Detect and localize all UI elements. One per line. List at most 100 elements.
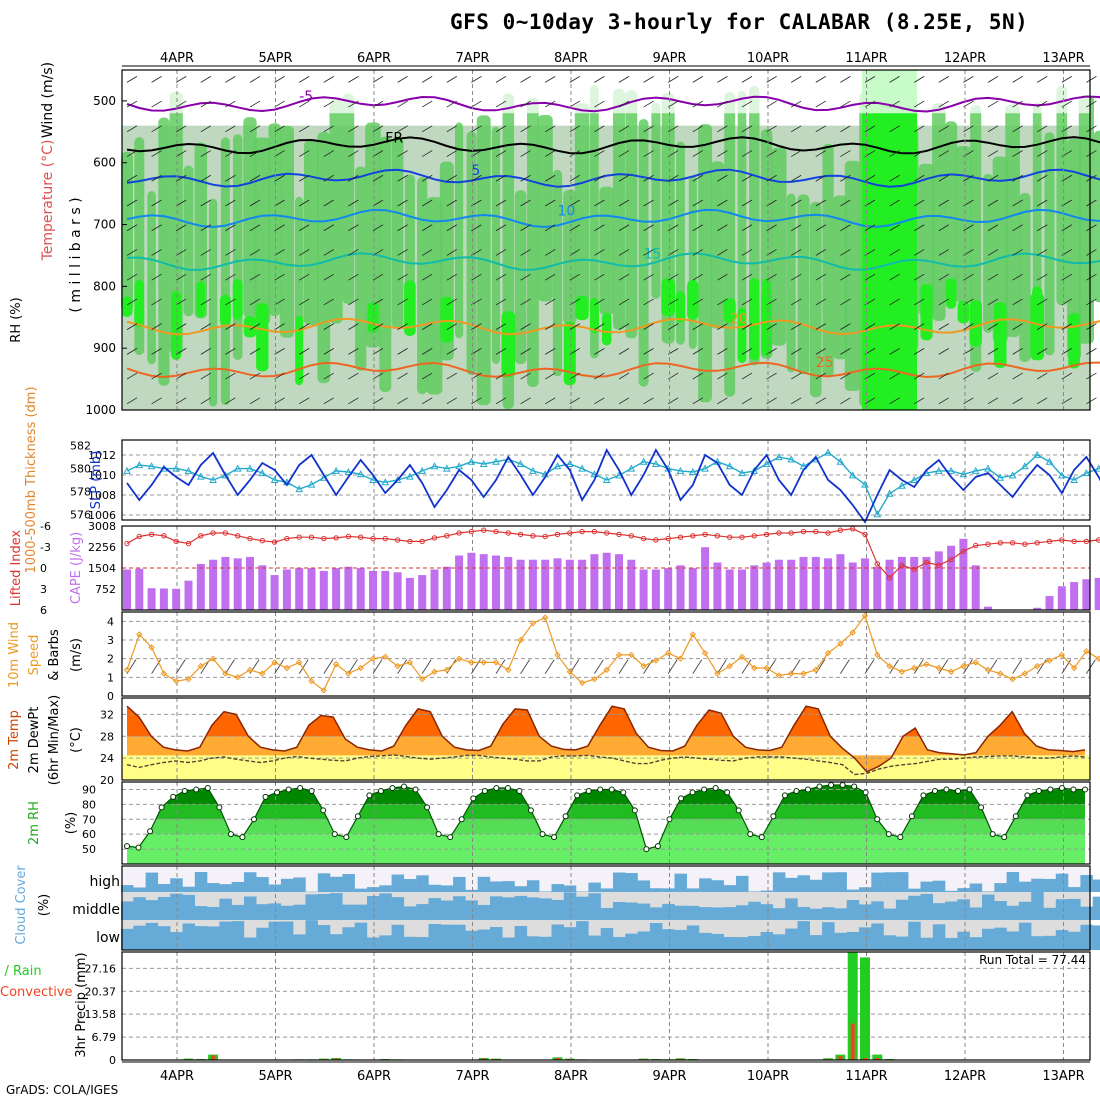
- rh-band-fill: [155, 804, 1085, 820]
- wind-barb: [938, 323, 950, 330]
- rh-marker: [193, 786, 200, 793]
- cloud-cover-bar: [219, 884, 232, 892]
- thickness-marker: [836, 457, 845, 465]
- wind-barb: [421, 372, 433, 380]
- thickness-marker: [947, 466, 955, 474]
- cloud-cover-bar: [637, 903, 651, 920]
- wind-barb: [225, 249, 236, 256]
- lifted-index-marker: [1046, 538, 1053, 545]
- rh-field-mid: [955, 145, 972, 303]
- lifted-index-marker: [899, 562, 905, 568]
- wind-barb: [126, 397, 138, 405]
- temp-line: [126, 705, 1086, 773]
- li-tick-label: -3: [40, 541, 51, 554]
- wind-barb: [1086, 100, 1097, 108]
- wind-barb: [569, 76, 581, 83]
- cloud-cover-bar: [871, 872, 884, 892]
- cape-bar: [184, 580, 193, 610]
- rh-marker: [770, 813, 777, 820]
- wind-speed-marker: [406, 659, 414, 666]
- rh-field-bright: [687, 280, 699, 320]
- lifted-index-marker: [714, 533, 721, 539]
- cloud-cover-bar: [772, 908, 786, 920]
- thickness-marker: [369, 475, 377, 483]
- precip-tick-label: 13.58: [85, 1008, 117, 1021]
- cloud-cover-bar: [157, 896, 171, 920]
- wind-barb: [667, 224, 679, 232]
- wind-barb: [987, 323, 999, 330]
- cape-bar: [1082, 579, 1091, 610]
- wind-barb: [298, 224, 310, 232]
- wind-barb: [151, 76, 162, 83]
- date-label-top: 11APR: [845, 51, 887, 66]
- rh-marker: [401, 783, 408, 790]
- wind-barb: [1012, 348, 1023, 355]
- lifted-index-marker: [161, 533, 167, 539]
- cloud-cover-bar: [625, 933, 638, 950]
- rh-field-mid: [918, 163, 935, 316]
- wind-barb: [618, 372, 630, 380]
- wind-barb: [225, 150, 236, 157]
- wind-barb: [1036, 199, 1048, 207]
- wind-barb: [151, 150, 162, 157]
- wind-barb: [397, 125, 408, 133]
- wind-barb: [421, 125, 433, 133]
- cape-bar: [541, 559, 550, 610]
- rh-marker: [204, 784, 211, 791]
- slp-tick-label: 1006: [88, 509, 116, 522]
- cloud-cover-bar: [170, 878, 183, 892]
- wind-barb: [397, 397, 408, 405]
- wind-speed-marker: [320, 687, 328, 694]
- wind-barb: [323, 199, 335, 207]
- wind-speed-marker: [136, 631, 143, 638]
- wind-barb: [471, 76, 482, 83]
- wind-barb: [151, 298, 162, 306]
- wind-barb: [151, 224, 162, 232]
- wind-barb: [717, 273, 728, 281]
- cloud-cover-bar: [280, 905, 294, 920]
- cloud-cover-bar: [1018, 881, 1032, 892]
- cloud-cover-bar: [1068, 931, 1081, 950]
- wind-barb: [692, 224, 704, 232]
- wind-barb: [741, 323, 753, 330]
- rh-field-mid: [342, 93, 355, 305]
- wind-barb: [840, 174, 851, 182]
- cloud-cover-bar: [649, 888, 663, 892]
- cloud-cover-bar: [1092, 896, 1100, 920]
- cloud-cover-bar: [145, 872, 159, 892]
- wind-barb: [987, 298, 999, 306]
- rh-marker: [308, 787, 315, 794]
- wind-barb: [249, 174, 261, 182]
- wind-barb: [348, 199, 359, 207]
- wind-barb: [520, 372, 531, 380]
- cloud-cover-bar: [391, 874, 405, 892]
- wind-barb: [495, 372, 507, 380]
- thickness-marker: [418, 466, 427, 474]
- wind-speed-marker: [271, 659, 278, 666]
- wind-barb: [594, 273, 605, 281]
- thickness-marker: [750, 466, 759, 474]
- cloud-cover-bar: [600, 907, 614, 920]
- wind-barb: [815, 125, 827, 133]
- cape-tick-label: 2256: [88, 541, 116, 554]
- thickness-marker: [270, 475, 279, 483]
- wind-barb: [815, 397, 827, 405]
- slp-tick-label: 1010: [88, 469, 116, 482]
- wind-barb: [594, 397, 605, 405]
- wind-barb: [913, 348, 925, 355]
- rh-field-mid: [355, 166, 367, 371]
- thickness-marker: [258, 469, 267, 477]
- wind-barb: [249, 150, 261, 157]
- rh-field-mid: [294, 196, 304, 326]
- cloud-cover-bar: [920, 937, 933, 950]
- wind-barb: [200, 372, 212, 380]
- wind-barb: [397, 174, 408, 182]
- wind-barb: [766, 125, 777, 133]
- wind-barb: [963, 125, 974, 133]
- rh-field-mid: [698, 124, 713, 403]
- precip-convective-bar: [875, 1057, 880, 1060]
- wind-speed-marker: [455, 655, 463, 662]
- cloud-cover-bar: [994, 927, 1007, 950]
- cloud-cover-bar: [317, 925, 331, 950]
- wind-barb: [495, 298, 507, 306]
